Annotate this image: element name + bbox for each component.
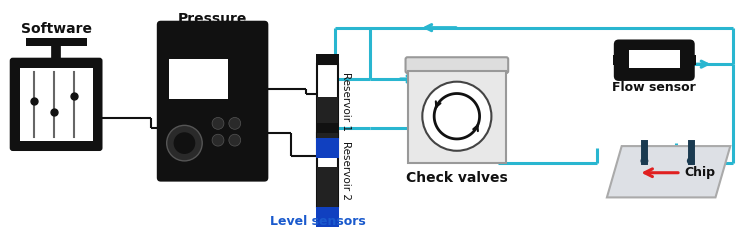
Bar <box>613 55 619 65</box>
FancyBboxPatch shape <box>157 21 268 182</box>
Text: Reservoir 2: Reservoir 2 <box>342 141 351 200</box>
Circle shape <box>212 117 224 129</box>
Bar <box>26 38 87 46</box>
Bar <box>316 138 339 158</box>
Bar <box>169 59 228 99</box>
Text: Chip: Chip <box>684 166 715 179</box>
Bar <box>316 133 339 207</box>
Text: Reservoir 1: Reservoir 1 <box>342 72 351 131</box>
Bar <box>316 97 339 138</box>
Bar <box>628 50 680 68</box>
FancyBboxPatch shape <box>614 40 695 81</box>
Text: Flow sensor: Flow sensor <box>612 81 696 94</box>
Circle shape <box>422 82 491 151</box>
Bar <box>408 71 506 163</box>
Bar <box>316 207 339 227</box>
Text: Level sensors: Level sensors <box>270 215 365 228</box>
Bar <box>316 167 339 207</box>
Circle shape <box>229 134 241 146</box>
Text: Software: Software <box>21 22 92 36</box>
Circle shape <box>640 157 648 165</box>
FancyBboxPatch shape <box>405 57 508 73</box>
Bar <box>316 54 339 64</box>
Bar <box>316 64 339 138</box>
Polygon shape <box>607 146 731 198</box>
Circle shape <box>687 157 695 165</box>
Bar <box>690 55 696 65</box>
FancyBboxPatch shape <box>10 58 102 151</box>
Circle shape <box>167 125 202 161</box>
Circle shape <box>173 132 196 154</box>
Bar <box>316 123 339 133</box>
Circle shape <box>212 134 224 146</box>
Text: Check valves: Check valves <box>406 171 508 185</box>
Bar <box>19 67 93 141</box>
Text: Pressure
controller: Pressure controller <box>174 12 250 42</box>
Circle shape <box>229 117 241 129</box>
